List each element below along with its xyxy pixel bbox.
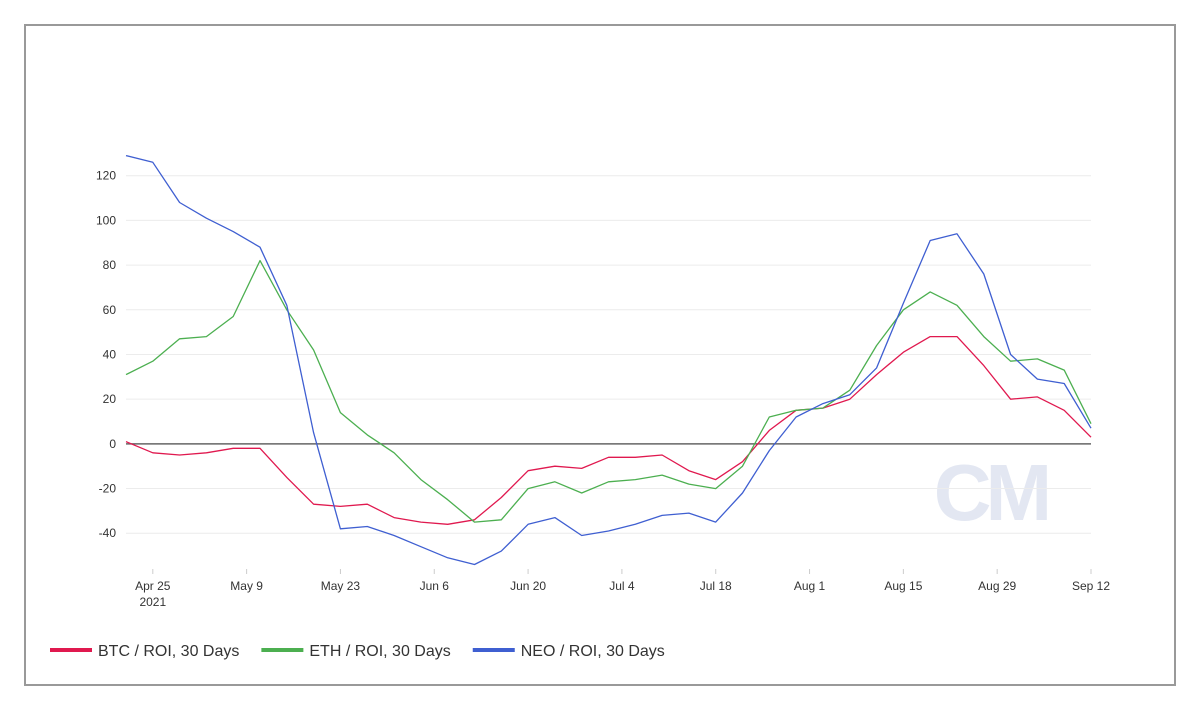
plot xyxy=(125,154,1092,566)
x-tick-label: May 23 xyxy=(321,579,361,593)
x-tick-label: Jul 18 xyxy=(700,579,732,593)
y-tick-label: -40 xyxy=(99,526,117,540)
y-tick-label: 60 xyxy=(103,303,117,317)
x-tick-label: Aug 15 xyxy=(884,579,922,593)
y-tick-label: 80 xyxy=(103,258,117,272)
series-line xyxy=(125,154,1092,566)
x-tick-label: Aug 29 xyxy=(978,579,1016,593)
x-tick-label: Apr 25 2021 xyxy=(135,579,171,609)
y-tick-label: 0 xyxy=(109,437,116,451)
y-tick-label: 40 xyxy=(103,347,117,361)
y-tick-label: -20 xyxy=(99,482,117,496)
frame xyxy=(24,24,1176,686)
legend-label: ETH / ROI, 30 Days xyxy=(309,643,450,660)
legend: BTC / ROI, 30 Days ETH / ROI, 30 Days NEO … xyxy=(50,643,665,660)
y-tick-label: 100 xyxy=(96,213,116,227)
x-tick-label: Sep 12 xyxy=(1072,579,1110,593)
legend-label: BTC / ROI, 30 Days xyxy=(98,643,239,660)
x-tick-label: Jul 4 xyxy=(609,579,635,593)
y-tick-label: 120 xyxy=(96,169,116,183)
grid: -40 -20 0 20 40 60 80 100 120 Apr 25 2021 May 9 May … xyxy=(96,169,1110,609)
watermark: CM xyxy=(934,448,1048,537)
y-tick-label: 20 xyxy=(103,392,117,406)
x-tick-label: May 9 xyxy=(230,579,263,593)
x-tick-label: Jun 6 xyxy=(420,579,450,593)
series-line xyxy=(125,259,1092,523)
legend-label: NEO / ROI, 30 Days xyxy=(521,643,665,660)
series-line xyxy=(125,335,1092,525)
x-tick-label: Jun 20 xyxy=(510,579,546,593)
x-tick-label: Aug 1 xyxy=(794,579,826,593)
